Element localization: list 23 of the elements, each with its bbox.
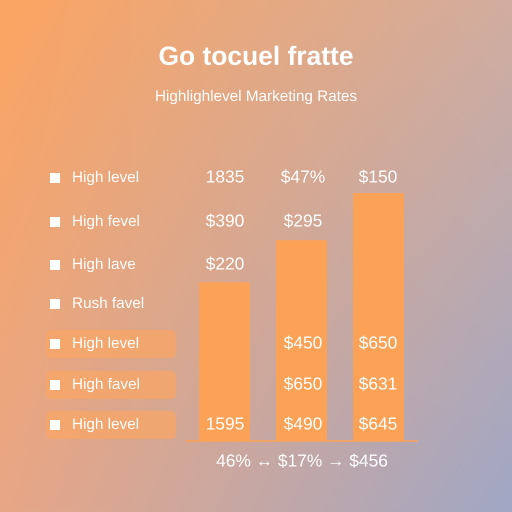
text: High level	[73, 336, 138, 352]
chart-title: Go tocuel fratte	[160, 46, 353, 66]
annotation: $390	[206, 214, 244, 228]
text: $150	[358, 170, 397, 184]
text: High level	[73, 418, 138, 432]
annotation: $490	[284, 416, 322, 431]
text: High fevel	[73, 214, 139, 230]
text: High favel	[73, 378, 139, 392]
annotation: $650	[358, 336, 397, 350]
annotation: 1595	[207, 417, 244, 430]
text: $47%	[280, 170, 325, 184]
annotation: $645	[358, 416, 397, 431]
annotation: $220	[206, 256, 244, 271]
text: 46% ↔ $17% → $456	[216, 454, 388, 468]
text: Rush favel	[73, 296, 144, 308]
text: 1835	[207, 170, 244, 183]
annotation: $631	[358, 376, 396, 391]
annotation: $450	[284, 336, 322, 350]
text: High lave	[73, 258, 136, 272]
text: High level	[73, 170, 138, 186]
annotation: $295	[284, 214, 322, 228]
annotation: $650	[284, 376, 322, 391]
chart-subtitle: Highlighlevel Marketing Rates	[156, 90, 357, 104]
